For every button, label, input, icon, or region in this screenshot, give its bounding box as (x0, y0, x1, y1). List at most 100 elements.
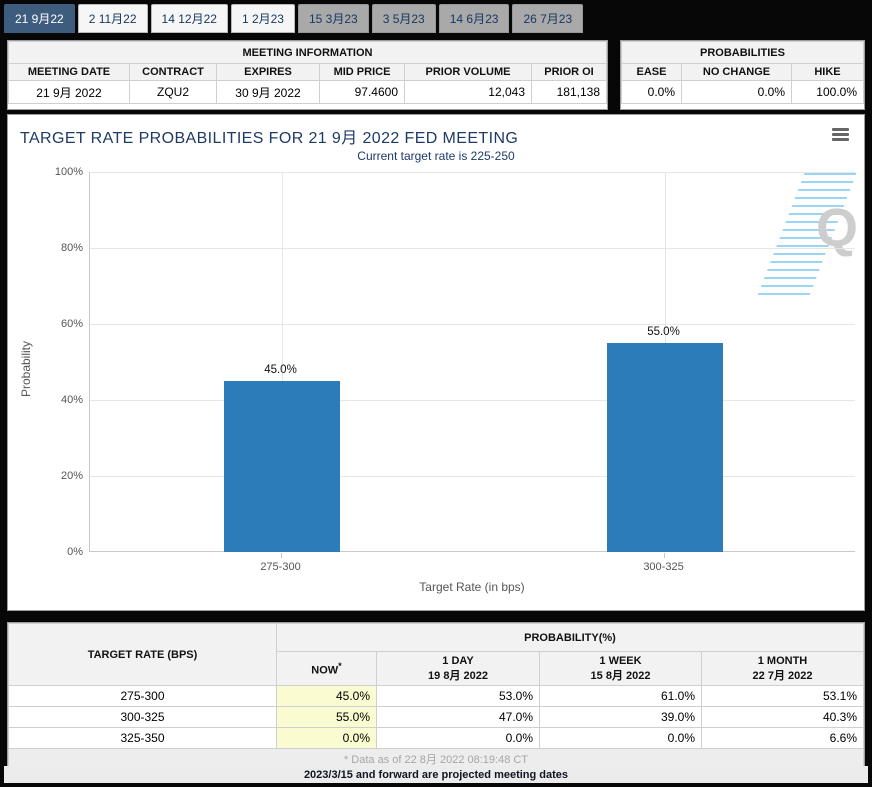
tab-meeting-2-nov-22[interactable]: 2 11月22 (77, 4, 148, 33)
hamburger-bar (832, 138, 849, 141)
y-axis-tick-label: 0% (67, 546, 83, 558)
tab-meeting-26-jul-23[interactable]: 26 7月23 (512, 4, 584, 33)
chart-menu-icon[interactable] (832, 128, 849, 143)
hamburger-bar (832, 128, 849, 131)
month-probability-cell: 53.1% (701, 685, 864, 707)
y-axis-title: Probability (19, 340, 33, 398)
col-1-day: 1 DAY 19 8月 2022 (376, 651, 540, 686)
quikstrike-watermark: Q (755, 173, 864, 319)
col-ease: EASE (621, 63, 682, 81)
x-axis-title: Target Rate (in bps) (419, 580, 525, 594)
col-now-label: NOW (311, 664, 339, 677)
chart-plot-area (89, 172, 855, 552)
week-probability-cell: 61.0% (539, 685, 702, 707)
rate-range-cell: 300-325 (8, 706, 277, 728)
now-probability-cell: 45.0% (276, 685, 377, 707)
col-meeting-date: MEETING DATE (8, 63, 130, 81)
probability-bar[interactable] (606, 343, 723, 552)
mid-price-value: 97.4600 (319, 80, 405, 104)
tab-meeting-14-dec-22[interactable]: 14 12月22 (150, 4, 228, 33)
month-probability-cell: 6.6% (701, 727, 864, 749)
chart-subtitle: Current target rate is 225-250 (357, 149, 515, 163)
rate-range-cell: 325-350 (8, 727, 277, 749)
tab-meeting-14-jun-23[interactable]: 14 6月23 (438, 4, 510, 33)
meeting-date-tabs: 21 9月22 2 11月22 14 12月22 1 2月23 15 3月23 … (4, 4, 584, 33)
table-row: 275-300 45.0% 53.0% 61.0% 53.1% (8, 685, 864, 707)
y-axis-tick-label: 100% (54, 166, 83, 178)
probabilities-summary-table: PROBABILITIES EASE NO CHANGE HIKE 0.0% 0… (621, 41, 864, 104)
prior-oi-value: 181,138 (531, 80, 607, 104)
col-1-day-label: 1 DAY (442, 654, 474, 667)
month-probability-cell: 40.3% (701, 706, 864, 728)
col-1-week-date: 15 8月 2022 (590, 669, 651, 682)
hamburger-bar (832, 133, 849, 136)
col-mid-price: MID PRICE (319, 63, 405, 81)
now-probability-cell: 0.0% (276, 727, 377, 749)
col-1-week: 1 WEEK 15 8月 2022 (539, 651, 702, 686)
meeting-information-table: MEETING INFORMATION MEETING DATE CONTRAC… (8, 41, 607, 104)
col-now: NOW* (276, 651, 377, 686)
col-target-rate-bps: TARGET RATE (BPS) (8, 623, 277, 686)
col-1-month: 1 MONTH 22 7月 2022 (701, 651, 864, 686)
tab-meeting-21-sep-22[interactable]: 21 9月22 (4, 4, 75, 33)
no-change-value: 0.0% (681, 80, 792, 104)
day-probability-cell: 53.0% (376, 685, 540, 707)
col-now-footnote-marker: * (338, 660, 342, 671)
x-category-label: 275-300 (260, 561, 301, 573)
probability-table: TARGET RATE (BPS) PROBABILITY(%) NOW* 1 … (8, 623, 864, 770)
y-gridline (90, 400, 855, 401)
projected-dates-note: 2023/3/15 and forward are projected meet… (4, 766, 868, 783)
watermark-q-logo: Q (815, 198, 858, 258)
meeting-information-panel: MEETING INFORMATION MEETING DATE CONTRAC… (7, 40, 608, 110)
y-gridline (90, 476, 855, 477)
table-row: 325-350 0.0% 0.0% 0.0% 6.6% (8, 727, 864, 749)
probabilities-title: PROBABILITIES (621, 41, 864, 64)
col-contract: CONTRACT (129, 63, 217, 81)
target-rate-chart-panel: TARGET RATE PROBABILITIES FOR 21 9月 2022… (7, 114, 865, 611)
x-axis-tick (280, 553, 282, 558)
y-gridline (90, 324, 855, 325)
col-1-day-date: 19 8月 2022 (428, 669, 488, 682)
col-prior-volume: PRIOR VOLUME (404, 63, 532, 81)
y-axis-tick-label: 20% (60, 470, 83, 482)
x-category-label: 300-325 (643, 561, 684, 573)
meeting-date-value: 21 9月 2022 (8, 80, 130, 104)
week-probability-cell: 0.0% (539, 727, 702, 749)
bar-value-label: 45.0% (264, 364, 297, 376)
x-gridline (281, 172, 283, 551)
col-no-change: NO CHANGE (681, 63, 792, 81)
meeting-information-title: MEETING INFORMATION (8, 41, 607, 64)
y-gridline (90, 172, 855, 173)
probabilities-summary-panel: PROBABILITIES EASE NO CHANGE HIKE 0.0% 0… (620, 40, 865, 110)
col-expires: EXPIRES (216, 63, 320, 81)
col-1-week-label: 1 WEEK (599, 654, 642, 667)
ease-value: 0.0% (621, 80, 682, 104)
col-hike: HIKE (791, 63, 864, 81)
tab-meeting-15-mar-23[interactable]: 15 3月23 (297, 4, 369, 33)
x-axis-tick (663, 553, 665, 558)
probability-bar[interactable] (223, 381, 340, 552)
y-axis-tick-label: 40% (60, 394, 83, 406)
col-prior-oi: PRIOR OI (531, 63, 607, 81)
col-1-month-label: 1 MONTH (757, 654, 808, 667)
week-probability-cell: 39.0% (539, 706, 702, 728)
col-group-probability: PROBABILITY(%) (276, 623, 864, 652)
now-probability-cell: 55.0% (276, 706, 377, 728)
day-probability-cell: 47.0% (376, 706, 540, 728)
chart-title: TARGET RATE PROBABILITIES FOR 21 9月 2022… (20, 130, 519, 147)
y-axis-tick-label: 60% (60, 318, 83, 330)
expires-value: 30 9月 2022 (216, 80, 320, 104)
hike-value: 100.0% (791, 80, 864, 104)
y-axis-tick-label: 80% (60, 242, 83, 254)
day-probability-cell: 0.0% (376, 727, 540, 749)
rate-range-cell: 275-300 (8, 685, 277, 707)
table-row: 300-325 55.0% 47.0% 39.0% 40.3% (8, 706, 864, 728)
col-1-month-date: 22 7月 2022 (752, 669, 813, 682)
bar-value-label: 55.0% (647, 326, 680, 338)
contract-value: ZQU2 (129, 80, 217, 104)
probability-table-panel: TARGET RATE (BPS) PROBABILITY(%) NOW* 1 … (7, 622, 865, 771)
y-gridline (90, 248, 855, 249)
prior-volume-value: 12,043 (404, 80, 532, 104)
tab-meeting-1-feb-23[interactable]: 1 2月23 (230, 4, 295, 33)
tab-meeting-3-may-23[interactable]: 3 5月23 (371, 4, 436, 33)
